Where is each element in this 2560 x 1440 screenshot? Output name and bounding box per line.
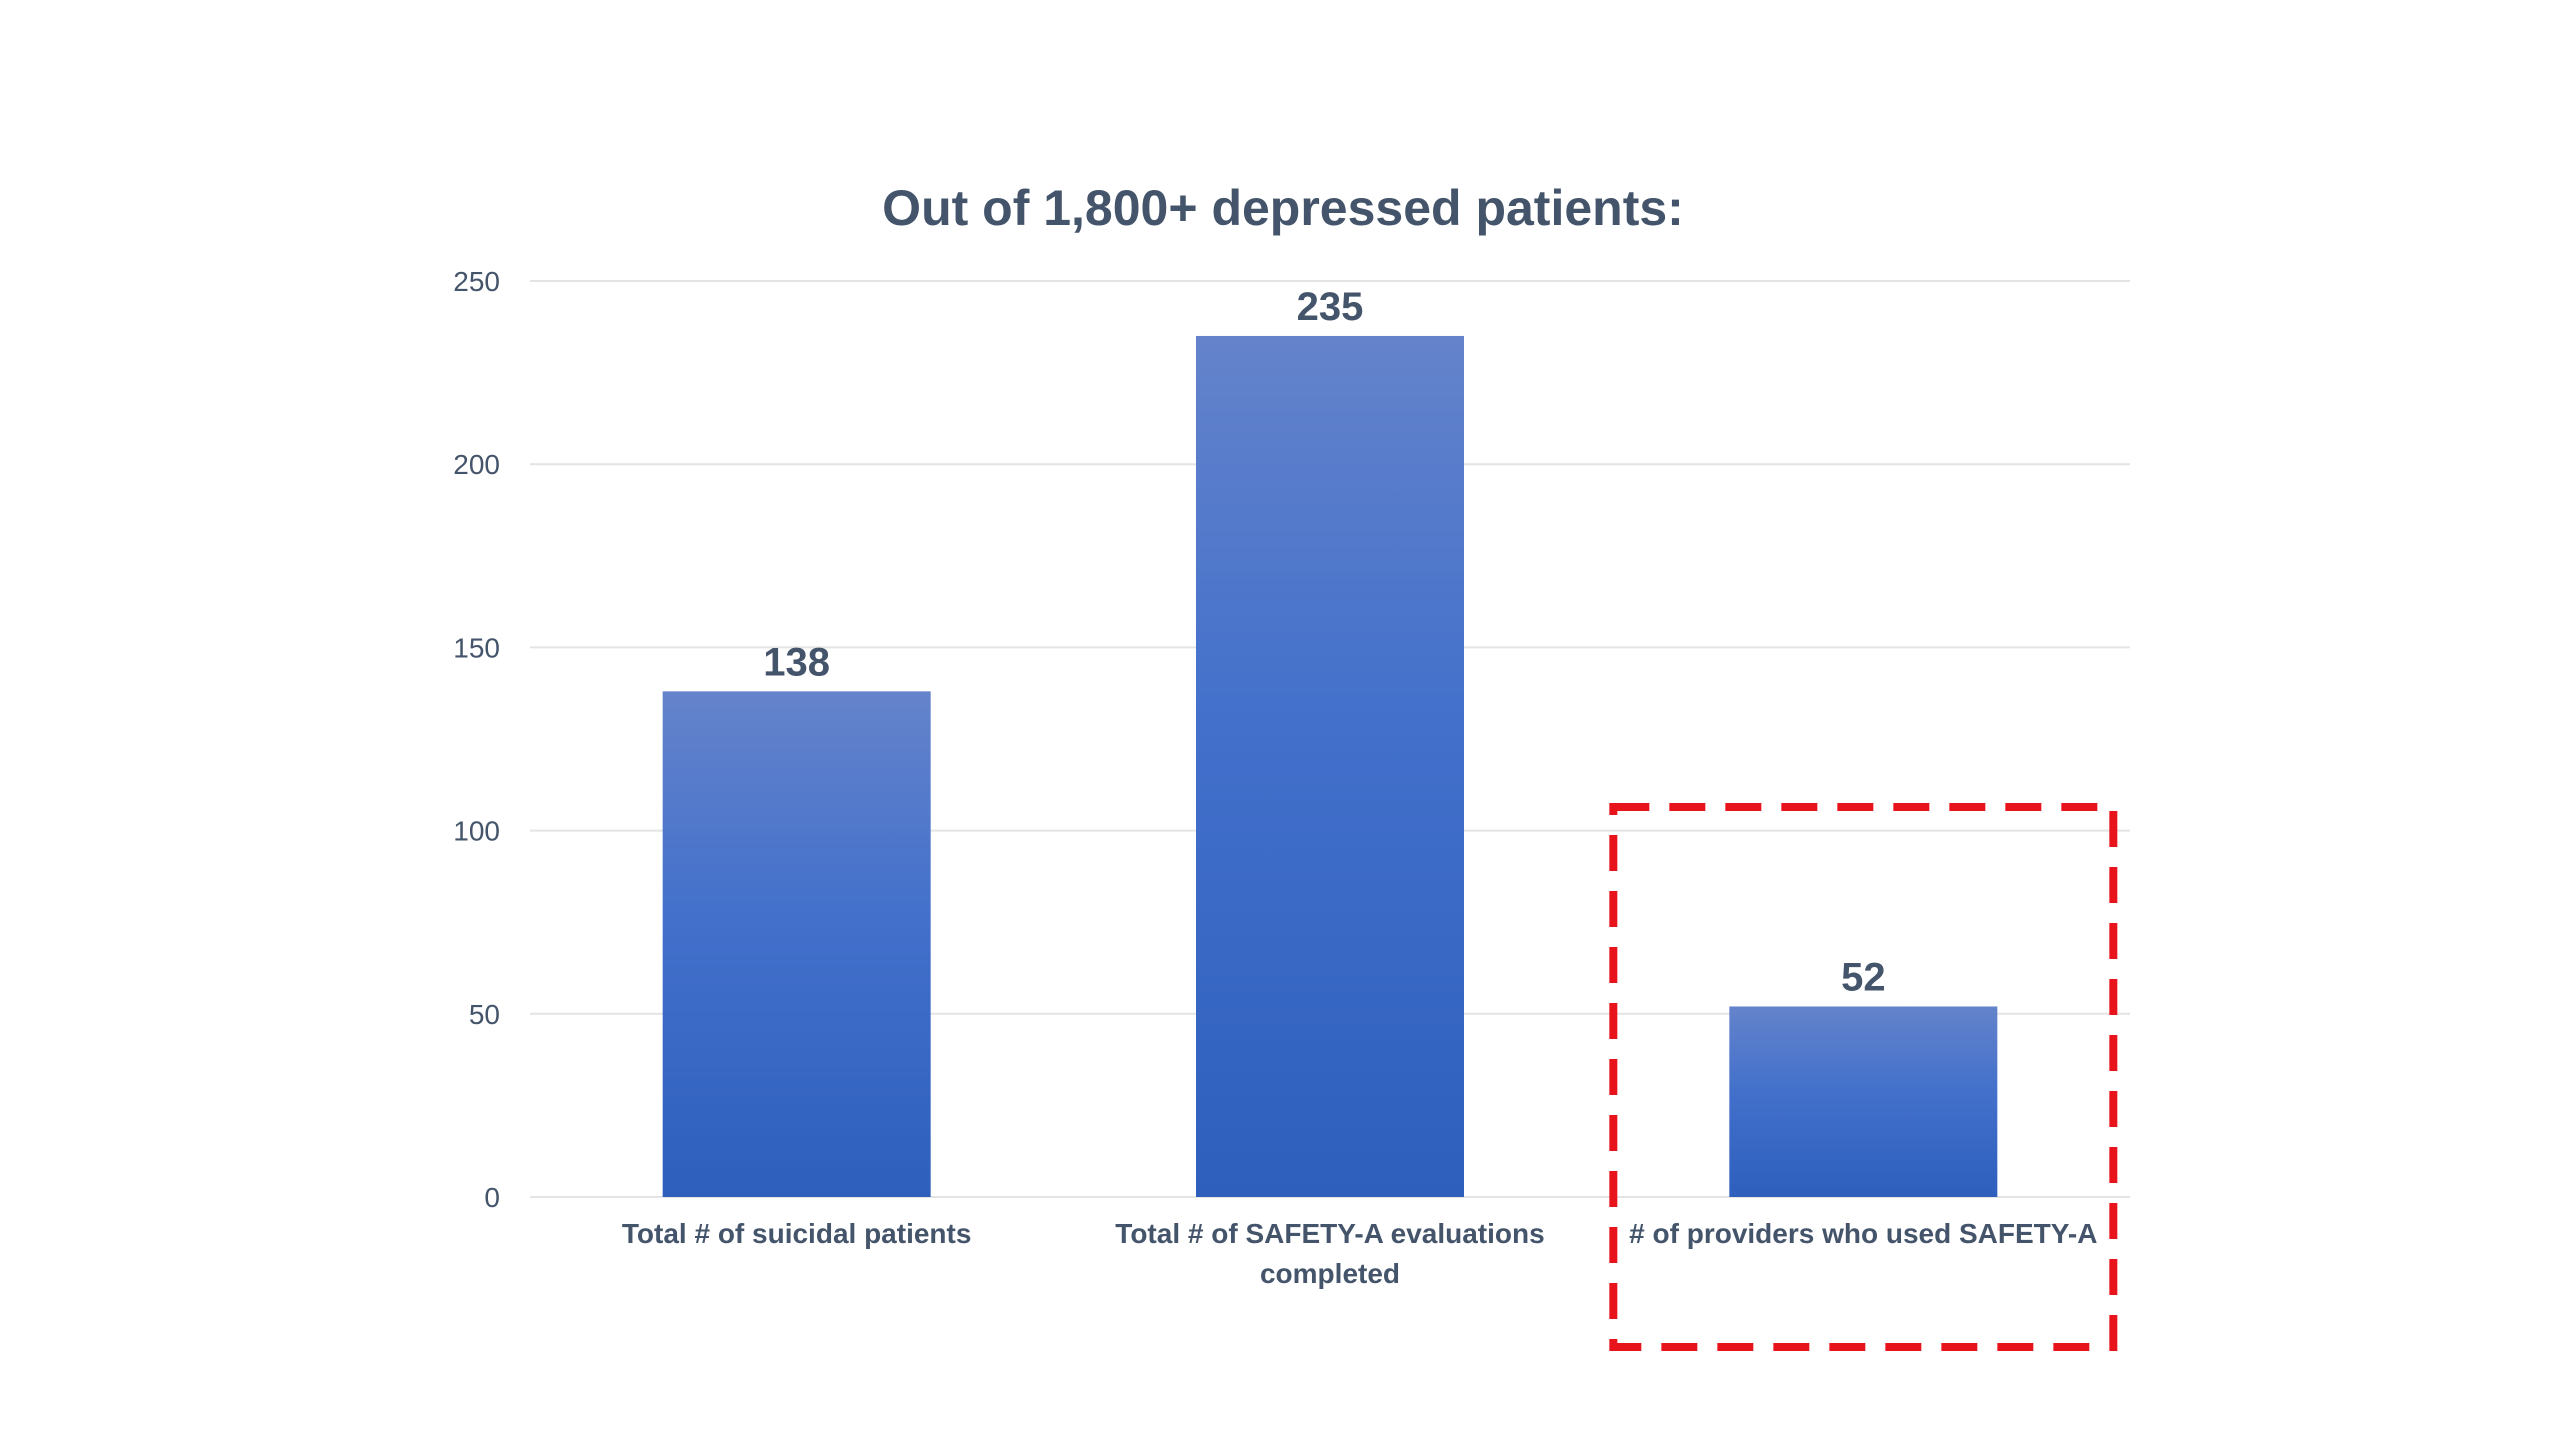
data-label: 235 [1297, 285, 1364, 329]
category-label: Total # of suicidal patients [622, 1218, 972, 1249]
highlight-box-layer [1609, 803, 2118, 1351]
y-tick-label: 250 [453, 266, 500, 297]
category-labels: Total # of suicidal patients Total # of S… [622, 1218, 2098, 1289]
y-tick-label: 200 [453, 449, 500, 480]
y-axis-ticks: 0 50 100 150 200 250 [453, 266, 500, 1213]
category-label: completed [1260, 1258, 1400, 1289]
category-label: Total # of SAFETY-A evaluations [1115, 1218, 1544, 1249]
y-tick-label: 50 [469, 999, 500, 1030]
y-tick-label: 0 [484, 1182, 500, 1213]
data-label: 52 [1841, 955, 1886, 999]
y-tick-label: 150 [453, 632, 500, 663]
bar [1196, 335, 1464, 1198]
chart-title: Out of 1,800+ depressed patients: [882, 180, 1684, 236]
y-tick-label: 100 [453, 816, 500, 847]
bar [662, 691, 931, 1197]
category-label: # of providers who used SAFETY-A [1629, 1218, 2097, 1249]
data-labels: 138 235 52 [763, 285, 1885, 1000]
data-label: 138 [763, 640, 830, 684]
highlight-box [1609, 803, 2118, 1351]
bars [662, 335, 1998, 1198]
bar [1729, 1006, 1998, 1197]
